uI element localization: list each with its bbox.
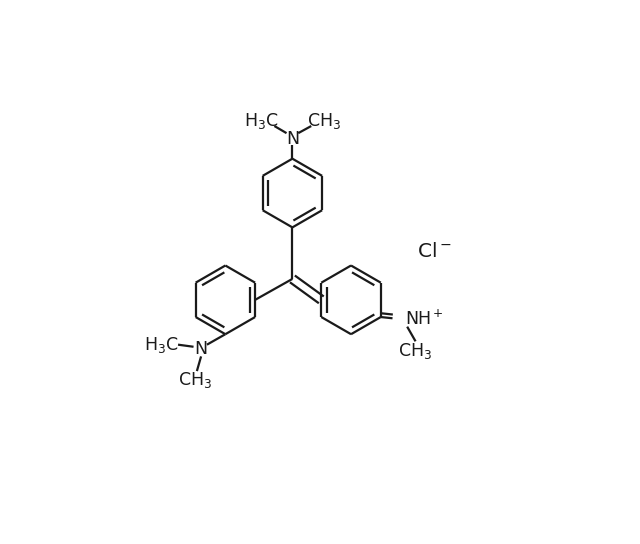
Text: NH$^+$: NH$^+$: [405, 310, 444, 329]
Text: H$_3$C: H$_3$C: [144, 335, 179, 355]
Text: N: N: [195, 340, 207, 358]
Text: N: N: [286, 129, 299, 147]
Text: CH$_3$: CH$_3$: [307, 111, 341, 131]
Text: CH$_3$: CH$_3$: [178, 370, 212, 390]
Text: CH$_3$: CH$_3$: [399, 341, 433, 361]
Text: H$_3$C: H$_3$C: [244, 111, 278, 131]
Text: Cl$^-$: Cl$^-$: [417, 242, 452, 261]
